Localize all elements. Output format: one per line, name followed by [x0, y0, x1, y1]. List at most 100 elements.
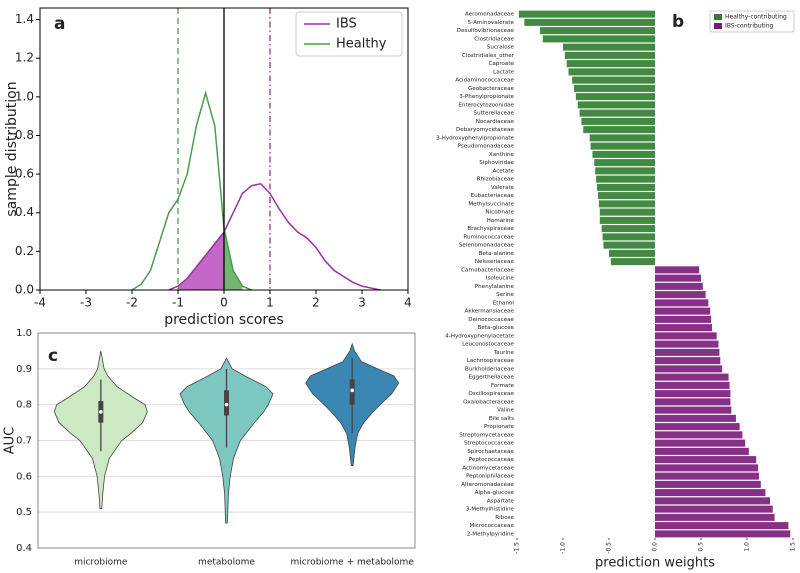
bar	[597, 183, 655, 191]
bar	[655, 530, 791, 538]
category-label: Burkholderiaceae	[465, 366, 515, 372]
bar	[574, 84, 655, 92]
x-tick-label: 0	[220, 296, 228, 310]
bar	[655, 505, 773, 513]
category-label: Streptococcaceae	[464, 441, 515, 447]
bar	[524, 18, 655, 26]
category-label: Alteromonadaceae	[461, 482, 514, 488]
x-tick-label: microbiome + metabolome	[290, 558, 414, 568]
category-label: Deinococcaceae	[468, 317, 514, 323]
category-label: Phenylalanine	[475, 284, 515, 290]
x-tick-label: -2	[126, 296, 138, 310]
legend-box	[709, 10, 795, 33]
legend-label: Healthy	[336, 37, 387, 52]
x-tick-label: 3	[358, 296, 366, 310]
category-label: Brachyspiraceae	[467, 226, 514, 232]
y-tick-label: 1.0	[15, 89, 34, 103]
density-line	[131, 90, 252, 291]
x-tick-label: -1.5	[514, 542, 521, 554]
bar	[581, 117, 655, 125]
x-axis-label: prediction scores	[164, 312, 284, 328]
bar	[577, 101, 655, 109]
bar	[602, 233, 655, 241]
category-label: Acidaminococcaceae	[455, 78, 514, 84]
x-tick-label: -0.5	[606, 542, 613, 554]
bar	[590, 142, 655, 150]
category-label: 3-Hydroxyphenylpropionate	[436, 135, 514, 141]
bar	[589, 134, 655, 142]
x-tick-label: -1.0	[560, 542, 567, 554]
x-tick-label: 2	[312, 296, 320, 310]
category-label: Homarine	[487, 218, 515, 224]
category-label: Peptoniphilaceae	[466, 474, 514, 480]
y-tick-label: 0.2	[15, 244, 34, 258]
y-tick-label: 0.7	[16, 436, 32, 447]
legend-swatch	[714, 23, 722, 29]
category-label: Lachnospiraceae	[467, 358, 515, 364]
category-label: Leuconostocaceae	[462, 342, 514, 348]
category-label: Eubacteriaceae	[471, 193, 515, 199]
category-label: Nicotinate	[485, 210, 514, 216]
category-label: Enterocytozoonidae	[458, 102, 514, 108]
bar	[655, 365, 723, 373]
bar	[563, 43, 655, 51]
y-tick-label: 0.8	[15, 128, 34, 142]
y-tick-label: 0.4	[15, 205, 34, 219]
bar	[575, 93, 655, 101]
category-label: Formate	[491, 383, 515, 389]
category-label: Geobacteraceae	[468, 86, 515, 92]
y-tick-label: 0.4	[16, 543, 32, 554]
bar	[655, 456, 757, 464]
bar	[655, 332, 717, 340]
bar	[655, 464, 759, 472]
category-label: Beta-alanine	[479, 251, 515, 257]
category-label: Sucralose	[487, 45, 515, 51]
category-label: Actinomycetaceae	[462, 465, 514, 471]
axes-frame	[37, 332, 416, 549]
median	[224, 402, 229, 407]
x-tick-label: microbiome	[74, 558, 128, 568]
x-tick-label: -4	[34, 296, 46, 310]
category-label: Desulfovibrionaceae	[457, 28, 515, 34]
x-tick-label: 1.0	[744, 542, 751, 552]
category-label: Ruminococcaceae	[463, 234, 514, 240]
y-axis-label: AUC	[3, 427, 18, 455]
bar	[609, 249, 655, 257]
y-tick-label: 0.8	[16, 400, 32, 411]
bar	[610, 258, 655, 266]
category-label: Clostridiaceae	[474, 36, 514, 42]
category-label: Streptomycetaceae	[459, 432, 514, 438]
category-label: Beta-glucose	[478, 325, 515, 331]
x-tick-label: 4	[404, 296, 412, 310]
bar	[599, 216, 655, 224]
category-label: 5-Aminovalerate	[468, 20, 515, 26]
category-label: Sutterellaceae	[474, 111, 515, 117]
y-axis-label: sample distribution	[4, 81, 20, 216]
bar	[655, 307, 711, 315]
bar	[655, 423, 740, 431]
bar	[655, 431, 743, 439]
category-label: Caproate	[488, 61, 514, 67]
bar	[655, 489, 766, 497]
bar	[655, 406, 732, 414]
bar	[655, 291, 706, 299]
x-tick-label: 1	[266, 296, 274, 310]
bar	[542, 35, 655, 43]
legend-label: IBS	[336, 17, 357, 32]
median	[350, 388, 354, 393]
category-label: Bile salts	[489, 416, 514, 422]
category-label: Debaryomycetaceae	[456, 127, 515, 133]
category-label: Akkermansiaceae	[465, 309, 515, 315]
bar	[540, 27, 655, 35]
category-label: 2-Methylpyridine	[467, 531, 515, 537]
panel-label: a	[54, 14, 65, 34]
category-label: Ethanol	[493, 300, 515, 306]
bar	[596, 175, 655, 183]
y-tick-label: 0.0	[15, 283, 34, 297]
bar	[655, 522, 789, 530]
category-label: Acetate	[492, 168, 514, 174]
bar	[655, 414, 736, 422]
category-label: Pseudomonadaceae	[458, 144, 515, 150]
bar	[655, 274, 701, 282]
